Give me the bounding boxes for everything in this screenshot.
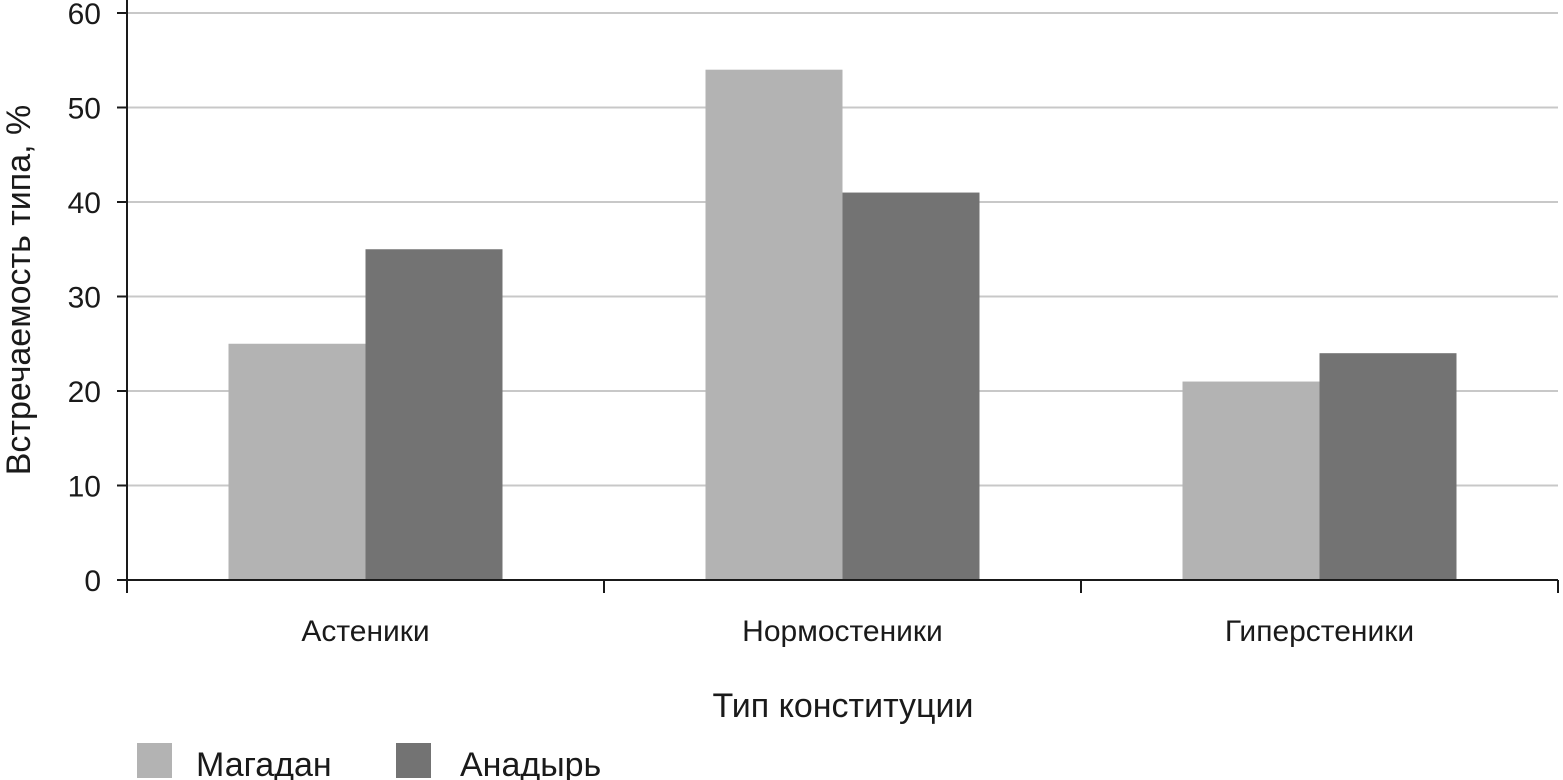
x-axis-title: Тип конституции — [712, 687, 973, 725]
y-tick-label: 20 — [68, 376, 101, 409]
legend: Магадан Анадырь — [137, 743, 601, 780]
legend-swatch — [396, 743, 431, 778]
bars — [228, 69, 1457, 581]
legend-swatch — [137, 743, 172, 778]
y-tick-label: 0 — [84, 565, 101, 598]
bar-magadan — [705, 69, 843, 580]
bar-anadyr — [365, 249, 503, 580]
y-tick-label: 40 — [68, 187, 101, 220]
axes — [117, 0, 1559, 593]
y-tick-label: 10 — [68, 471, 101, 504]
y-tick-label: 30 — [68, 282, 101, 315]
bar-anadyr — [1319, 353, 1457, 580]
x-category-label: Астеники — [301, 615, 429, 648]
y-axis-title: Встречаемость типа, % — [0, 105, 38, 476]
y-tick-label: 50 — [68, 93, 101, 126]
x-category-label: Гиперстеники — [1225, 615, 1414, 648]
bar-anadyr — [842, 192, 980, 581]
bar-magadan — [228, 343, 366, 580]
legend-label: Анадырь — [460, 746, 601, 780]
x-category-labels: Астеники Нормостеники Гиперстеники — [301, 615, 1414, 648]
y-tick-labels: 0 10 20 30 40 50 60 — [68, 0, 101, 598]
bar-magadan — [1182, 381, 1320, 580]
x-category-label: Нормостеники — [742, 615, 943, 648]
y-tick-label: 60 — [68, 0, 101, 31]
legend-label: Магадан — [196, 746, 332, 780]
